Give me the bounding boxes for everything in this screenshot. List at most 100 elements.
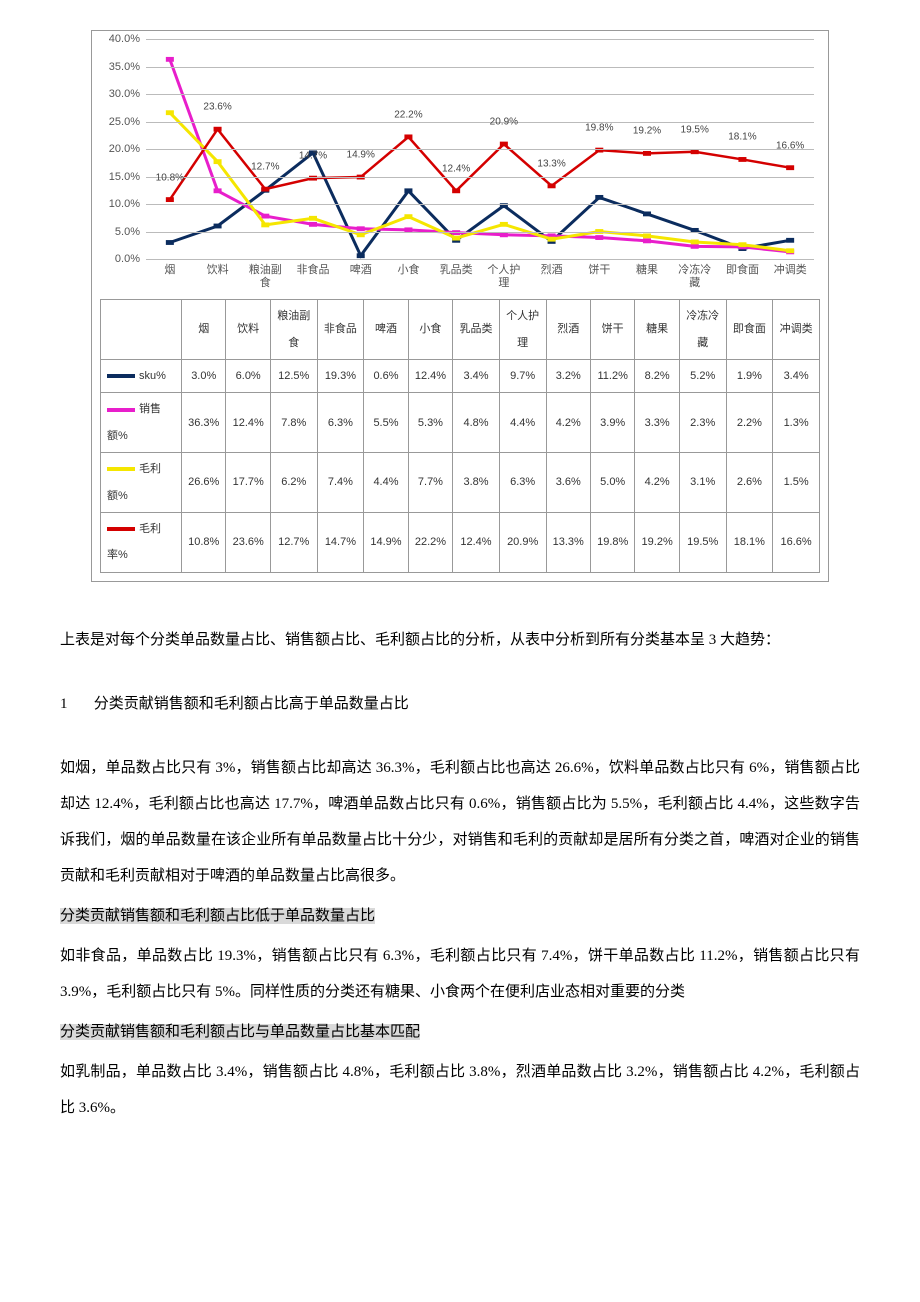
- table-row-header: 毛利额%: [101, 453, 182, 513]
- table-cell: 5.2%: [679, 360, 726, 393]
- chart-point-label: 19.8%: [585, 116, 613, 140]
- table-cell: 4.2%: [546, 393, 590, 453]
- table-cell: 3.4%: [773, 360, 820, 393]
- chart-plot-area: 0.0%5.0%10.0%15.0%20.0%25.0%30.0%35.0%40…: [146, 39, 814, 259]
- chart-point-label: 13.3%: [537, 152, 565, 176]
- chart-gridline: [146, 259, 814, 260]
- chart-marker: [357, 226, 365, 231]
- table-cell: 2.2%: [726, 393, 773, 453]
- table-column-header: 烟: [182, 300, 226, 360]
- table-cell: 0.6%: [364, 360, 408, 393]
- chart-marker: [357, 232, 365, 237]
- chart-marker: [357, 253, 365, 258]
- table-cell: 7.8%: [270, 393, 317, 453]
- chart-point-label: 14.9%: [347, 143, 375, 167]
- table-cell: 3.0%: [182, 360, 226, 393]
- chart-point-label: 19.2%: [633, 120, 661, 144]
- chart-marker: [738, 157, 746, 162]
- chart-ytick-label: 35.0%: [100, 53, 140, 79]
- chart-gridline: [146, 204, 814, 205]
- section-1-index: 1: [60, 696, 68, 712]
- table-row-header: 毛利率%: [101, 513, 182, 573]
- section-3-heading: 分类贡献销售额和毛利额占比与单品数量占比基本匹配: [60, 1014, 860, 1050]
- table-cell: 36.3%: [182, 393, 226, 453]
- chart-marker: [261, 222, 269, 227]
- table-cell: 12.4%: [453, 513, 500, 573]
- section-2-title: 分类贡献销售额和毛利额占比低于单品数量占比: [60, 908, 375, 924]
- table-row: 销售额%36.3%12.4%7.8%6.3%5.5%5.3%4.8%4.4%4.…: [101, 393, 820, 453]
- chart-marker: [214, 188, 222, 193]
- table-cell: 2.6%: [726, 453, 773, 513]
- chart-xcategory-label: 糖果: [623, 259, 671, 293]
- chart-marker: [500, 222, 508, 227]
- table-cell: 8.2%: [635, 360, 679, 393]
- table-cell: 12.4%: [408, 360, 452, 393]
- table-cell: 12.7%: [270, 513, 317, 573]
- section-1-body: 如烟，单品数占比只有 3%，销售额占比却高达 36.3%，毛利额占比也高达 26…: [60, 750, 860, 894]
- chart-point-label: 18.1%: [728, 126, 756, 150]
- chart-marker: [548, 183, 556, 188]
- table-cell: 19.5%: [679, 513, 726, 573]
- section-3-title: 分类贡献销售额和毛利额占比与单品数量占比基本匹配: [60, 1024, 420, 1040]
- section-1-heading: 1 分类贡献销售额和毛利额占比高于单品数量占比: [60, 686, 860, 722]
- chart-marker: [214, 159, 222, 164]
- table-cell: 3.6%: [546, 453, 590, 513]
- section-2-heading: 分类贡献销售额和毛利额占比低于单品数量占比: [60, 898, 860, 934]
- table-cell: 14.9%: [364, 513, 408, 573]
- table-cell: 12.5%: [270, 360, 317, 393]
- chart-point-label: 20.9%: [490, 110, 518, 134]
- chart-marker: [500, 232, 508, 237]
- chart-marker: [643, 233, 651, 238]
- chart-marker: [166, 197, 174, 202]
- table-column-header: 小食: [408, 300, 452, 360]
- section-1-title: 分类贡献销售额和毛利额占比高于单品数量占比: [94, 696, 409, 712]
- table-cell: 11.2%: [590, 360, 634, 393]
- table-cell: 1.3%: [773, 393, 820, 453]
- table-cell: 26.6%: [182, 453, 226, 513]
- section-3-body: 如乳制品，单品数占比 3.4%，销售额占比 4.8%，毛利额占比 3.8%，烈酒…: [60, 1054, 860, 1126]
- chart-marker: [643, 238, 651, 243]
- table-cell: 19.8%: [590, 513, 634, 573]
- chart-marker: [643, 151, 651, 156]
- legend-swatch: [107, 467, 135, 471]
- table-cell: 3.9%: [590, 393, 634, 453]
- chart-xcategory-label: 烟: [146, 259, 194, 293]
- table-cell: 10.8%: [182, 513, 226, 573]
- table-cell: 16.6%: [773, 513, 820, 573]
- chart-point-label: 10.8%: [156, 166, 184, 190]
- chart-marker: [786, 165, 794, 170]
- table-row-header: 销售额%: [101, 393, 182, 453]
- chart-xcategory-label: 饼干: [575, 259, 623, 293]
- chart-xcategory-label: 冲调类: [766, 259, 814, 293]
- table-column-header: 糖果: [635, 300, 679, 360]
- table-cell: 1.5%: [773, 453, 820, 513]
- table-cell: 3.2%: [546, 360, 590, 393]
- table-column-header: 非食品: [317, 300, 364, 360]
- table-column-header: 饼干: [590, 300, 634, 360]
- chart-marker: [595, 195, 603, 200]
- table-cell: 5.0%: [590, 453, 634, 513]
- table-column-header: 饮料: [226, 300, 270, 360]
- table-row-header: sku%: [101, 360, 182, 393]
- chart-gridline: [146, 177, 814, 178]
- chart-ytick-label: 20.0%: [100, 136, 140, 162]
- table-cell: 14.7%: [317, 513, 364, 573]
- table-row: 毛利额%26.6%17.7%6.2%7.4%4.4%7.7%3.8%6.3%3.…: [101, 453, 820, 513]
- table-column-header: 乳品类: [453, 300, 500, 360]
- table-column-header: 粮油副食: [270, 300, 317, 360]
- chart-marker: [691, 244, 699, 249]
- chart-marker: [548, 237, 556, 242]
- chart-marker: [452, 188, 460, 193]
- chart-gridline: [146, 67, 814, 68]
- chart-ytick-label: 15.0%: [100, 163, 140, 189]
- chart-xcategory-label: 小食: [385, 259, 433, 293]
- table-cell: 4.8%: [453, 393, 500, 453]
- chart-container: 0.0%5.0%10.0%15.0%20.0%25.0%30.0%35.0%40…: [91, 30, 829, 582]
- chart-ytick-label: 10.0%: [100, 191, 140, 217]
- chart-marker: [166, 240, 174, 245]
- chart-marker: [166, 110, 174, 115]
- chart-marker: [404, 214, 412, 219]
- chart-marker: [643, 211, 651, 216]
- legend-swatch: [107, 374, 135, 378]
- chart-marker: [261, 214, 269, 219]
